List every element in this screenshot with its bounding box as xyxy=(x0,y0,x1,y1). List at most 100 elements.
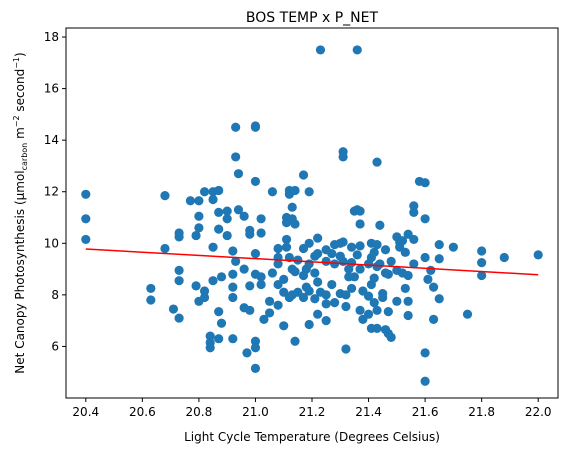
y-axis-label-subscript: carbon xyxy=(20,143,29,171)
data-point xyxy=(372,305,382,315)
x-tick-label: 21.6 xyxy=(412,405,439,419)
data-point xyxy=(231,122,241,132)
data-points xyxy=(81,45,543,386)
data-point xyxy=(279,274,289,284)
y-axis-label-suffix: ) xyxy=(13,52,27,57)
data-point xyxy=(273,259,283,269)
data-point xyxy=(392,296,402,306)
data-point xyxy=(259,314,269,324)
data-point xyxy=(273,300,283,310)
y-axis-ticks: 6 8 10 12 14 16 18 xyxy=(44,30,66,353)
data-point xyxy=(222,214,232,224)
data-point xyxy=(304,259,314,269)
x-axis-label: Light Cycle Temperature (Degrees Celsius… xyxy=(184,430,440,444)
data-point xyxy=(267,268,278,278)
data-point xyxy=(233,169,244,179)
data-point xyxy=(420,178,430,188)
data-point xyxy=(355,264,365,274)
data-point xyxy=(168,304,179,314)
data-point xyxy=(321,299,331,309)
data-point xyxy=(533,250,543,260)
data-point xyxy=(174,276,184,286)
data-point xyxy=(403,270,413,281)
data-point xyxy=(372,323,382,333)
data-point xyxy=(310,294,320,304)
data-point xyxy=(321,256,331,266)
y-axis-label-superscript-1: −2 xyxy=(12,115,21,127)
data-point xyxy=(383,269,393,279)
data-point xyxy=(281,234,292,245)
data-point xyxy=(304,238,314,248)
y-tick-label: 14 xyxy=(44,133,59,147)
data-point xyxy=(420,348,430,358)
y-axis-label-unit-m: m xyxy=(13,127,27,143)
data-point xyxy=(375,220,385,230)
data-point xyxy=(208,194,218,205)
data-point xyxy=(315,45,326,55)
y-axis-label-unit-second: second xyxy=(13,69,27,116)
data-point xyxy=(448,242,458,252)
data-point xyxy=(304,187,314,197)
data-point xyxy=(477,258,487,268)
data-point xyxy=(313,309,323,319)
data-point xyxy=(290,336,300,346)
data-point xyxy=(330,259,340,269)
data-point xyxy=(222,230,232,241)
y-axis-label: Net Canopy Photosynthesis (μmolcarbon m−… xyxy=(12,52,29,373)
data-point xyxy=(355,305,365,315)
plot-frame xyxy=(65,27,559,399)
data-point xyxy=(341,344,351,354)
data-point xyxy=(310,268,320,278)
data-point xyxy=(146,295,156,305)
data-point xyxy=(400,247,410,257)
data-point xyxy=(205,343,215,353)
data-point xyxy=(434,294,444,304)
data-point xyxy=(214,307,224,317)
data-point xyxy=(281,242,292,252)
data-point xyxy=(239,211,249,221)
data-point xyxy=(81,234,91,245)
trend-line xyxy=(85,248,539,276)
y-axis-label-prefix: Net Canopy Photosynthesis (μmol xyxy=(13,170,27,373)
data-point xyxy=(199,286,210,296)
data-point xyxy=(378,292,388,303)
data-point xyxy=(380,245,391,255)
data-point xyxy=(420,376,430,386)
data-point xyxy=(434,239,444,250)
data-point xyxy=(231,256,241,266)
data-point xyxy=(477,246,487,256)
x-axis-ticks: 20.4 20.6 20.8 21.0 21.2 21.4 21.6 21.8 22.0 xyxy=(72,398,552,419)
data-point xyxy=(290,185,300,196)
chart-title: BOS TEMP x P_NET xyxy=(246,10,379,26)
data-point xyxy=(304,319,314,330)
data-point xyxy=(233,205,244,215)
data-point xyxy=(290,267,300,277)
data-point xyxy=(428,282,439,292)
x-tick-label: 21.8 xyxy=(468,405,495,419)
data-point xyxy=(409,201,419,211)
data-point xyxy=(245,305,255,315)
data-point xyxy=(434,254,444,264)
data-point xyxy=(174,265,184,275)
data-point xyxy=(214,224,224,234)
data-point xyxy=(194,211,204,221)
y-tick-label: 16 xyxy=(44,82,59,96)
data-point xyxy=(369,297,379,308)
data-point xyxy=(208,242,218,252)
data-point xyxy=(222,206,232,216)
data-point xyxy=(327,279,337,290)
x-tick-label: 21.4 xyxy=(355,405,382,419)
data-point xyxy=(256,279,266,290)
data-point xyxy=(352,45,362,55)
x-tick-label: 21.0 xyxy=(242,405,269,419)
data-point xyxy=(298,292,309,303)
data-point xyxy=(397,236,408,246)
data-point xyxy=(400,283,410,294)
data-point xyxy=(346,258,357,268)
data-point xyxy=(403,310,413,321)
data-point xyxy=(245,229,255,239)
data-point xyxy=(245,281,255,291)
data-point xyxy=(477,270,487,281)
x-tick-label: 20.4 xyxy=(72,405,99,419)
data-point xyxy=(231,152,241,162)
